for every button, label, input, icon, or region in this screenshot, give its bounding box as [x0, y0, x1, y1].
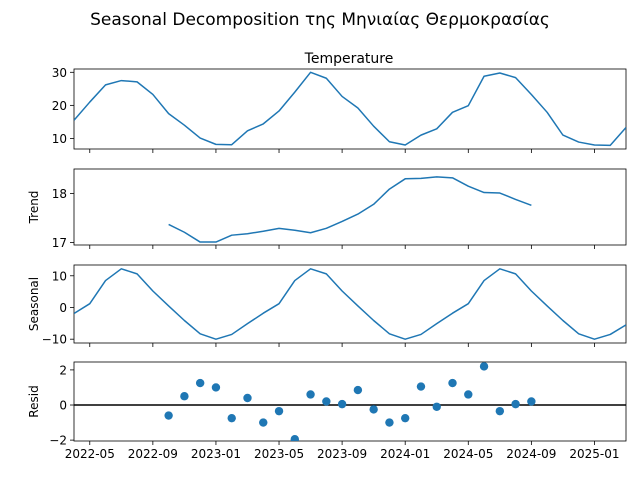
panel-resid: −2 0 2 2022-05 2022-09 2023-01 2023-05 2023-09 2…	[27, 361, 627, 461]
y-tick-label: 20	[52, 99, 67, 113]
x-tick-label: 2023-09	[317, 447, 367, 461]
resid-point	[322, 397, 331, 406]
resid-point	[227, 413, 236, 423]
y-tick-label: 0	[59, 301, 67, 315]
x-tick-label: 2025-01	[569, 447, 619, 461]
resid-point	[259, 418, 268, 427]
panel-seasonal: −10 0 10 Seasonal	[27, 264, 627, 347]
x-tick-label: 2024-05	[443, 447, 493, 461]
resid-point	[385, 418, 394, 427]
resid-point	[464, 390, 473, 399]
resid-point	[306, 390, 315, 399]
resid-point	[416, 382, 426, 391]
axes-frame	[73, 361, 627, 442]
series-line	[168, 176, 532, 243]
resid-point	[495, 406, 505, 416]
resid-point	[511, 399, 520, 409]
x-tick-label: 2024-01	[380, 447, 430, 461]
resid-point	[448, 378, 457, 388]
y-tick-label: 17	[52, 236, 67, 250]
resid-point	[432, 402, 441, 411]
y-axis-label: Resid	[27, 385, 41, 417]
series-line	[74, 268, 626, 340]
resid-point	[180, 392, 189, 401]
resid-point	[369, 405, 378, 414]
y-tick-label: −2	[49, 434, 67, 448]
y-axis-label: Seasonal	[27, 277, 41, 331]
axes-frame	[73, 264, 627, 344]
panels-group: 10 20 30 17 18 Trend −10 0 10 Seasonal −2 0 2 2022-05…	[27, 66, 627, 461]
resid-point	[479, 362, 489, 371]
x-tick-label: 2023-05	[254, 447, 304, 461]
figure-title: Seasonal Decomposition της Μηνιαίας Θερμ…	[90, 10, 550, 30]
resid-point	[274, 406, 284, 416]
panel-trend: 17 18 Trend	[27, 168, 627, 250]
x-tick-label: 2022-05	[65, 447, 115, 461]
y-tick-label: 18	[52, 187, 67, 201]
resid-point	[337, 399, 347, 409]
panel-title-temperature: Temperature	[304, 51, 394, 67]
series-line	[74, 71, 626, 147]
y-tick-label: 2	[59, 363, 67, 377]
resid-point	[164, 411, 173, 420]
resid-point	[290, 435, 299, 441]
y-tick-label: 0	[59, 399, 67, 413]
resid-point	[401, 413, 410, 423]
x-tick-label: 2023-01	[191, 447, 241, 461]
resid-point	[243, 393, 252, 403]
axes-frame	[73, 168, 627, 246]
resid-point	[353, 385, 363, 395]
x-tick-label: 2022-09	[128, 447, 178, 461]
y-tick-label: 10	[52, 132, 67, 146]
y-tick-label: 30	[52, 66, 67, 80]
resid-point	[527, 397, 536, 406]
y-axis-label: Trend	[27, 191, 41, 225]
y-tick-label: 10	[52, 269, 67, 283]
panel-temperature: 10 20 30	[52, 66, 627, 153]
y-tick-label: −10	[42, 333, 67, 347]
resid-point	[195, 378, 205, 388]
resid-point	[211, 383, 221, 392]
x-tick-label: 2024-09	[506, 447, 556, 461]
axes-frame	[73, 68, 627, 150]
